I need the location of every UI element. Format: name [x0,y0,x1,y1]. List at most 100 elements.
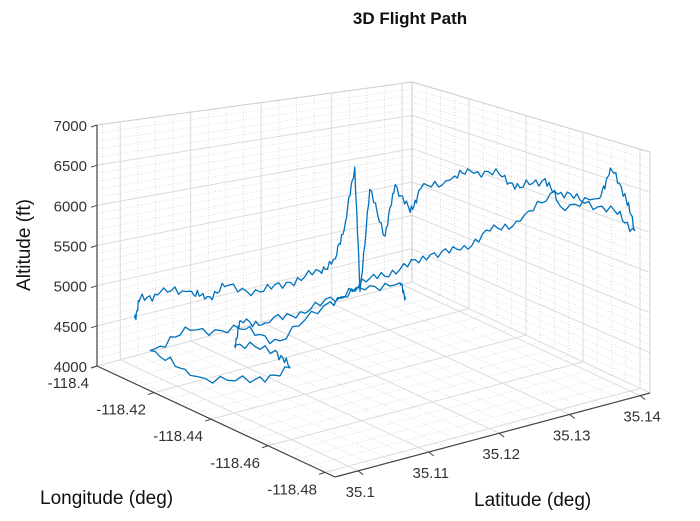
major-grid-line [96,214,413,287]
minor-grid-line [96,94,413,142]
minor-grid-line [411,194,651,289]
minor-grid-line [96,241,413,319]
z-tick-mark [90,164,98,168]
minor-grid-line [96,141,413,198]
z-tick-label: 5500 [54,239,87,256]
z-tick-mark [90,124,98,128]
top-edge [411,81,651,153]
y-tick-mark [428,451,435,457]
z-tick-mark [90,325,98,329]
major-grid-line [324,387,641,473]
major-grid-line [411,114,651,193]
minor-grid-line [96,128,413,182]
major-grid-line [331,302,570,415]
major-grid-line [267,361,584,447]
minor-grid-line [411,234,651,338]
major-grid-line [260,321,500,434]
major-grid-line [411,281,651,394]
z-tick-mark [90,204,98,208]
z-tick-label: 4500 [54,319,87,336]
z-tick-label: 7000 [54,118,87,135]
minor-grid-line [96,88,413,134]
x-tick-mark [261,445,269,449]
major-grid-line [153,308,470,394]
x-axis-line [96,365,336,478]
chart-title: 3D Flight Path [353,9,467,28]
plot-area [133,166,636,384]
y-axis-line [334,392,651,478]
minor-grid-line [253,354,569,440]
minor-grid-line [411,274,651,386]
minor-grid-line [411,268,651,378]
x-tick-mark [204,418,212,422]
major-grid-line [96,181,413,246]
x-tick-label: -118.4 [48,375,89,392]
minor-grid-line [196,328,512,413]
minor-grid-line [411,101,651,177]
minor-grid-line [411,174,651,265]
x-tick-label: -118.44 [153,428,203,445]
y-tick-mark [357,470,364,476]
y-tick-label: 35.1 [346,484,375,501]
major-grid-line [411,248,651,354]
minor-grid-line [139,301,455,387]
y-tick-mark [498,432,505,438]
x-tick-label: -118.46 [210,455,260,472]
x-axis-label: Longitude (deg) [40,488,173,509]
minor-grid-line [96,134,413,190]
minor-grid-line [96,108,413,158]
y-tick-label: 35.11 [413,465,449,482]
minor-grid-line [411,128,651,209]
z-tick-mark [90,285,98,289]
minor-grid-line [168,314,484,400]
minor-grid-line [411,161,651,249]
minor-grid-line [96,221,413,295]
x-tick-label: -118.48 [267,481,317,498]
major-grid-line [210,334,527,420]
axes [90,124,651,478]
top-edge [96,81,413,126]
z-tick-label: 6500 [54,158,87,175]
minor-grid-line [96,154,413,214]
minor-grid-line [125,294,441,380]
minor-grid-line [96,268,413,351]
minor-grid-line [111,288,427,374]
y-axis-label: Latitude (deg) [474,490,591,511]
minor-grid-line [411,228,651,330]
minor-grid-line [96,161,413,222]
minor-grid-line [239,348,555,433]
minor-grid-line [411,88,651,161]
y-tick-label: 35.14 [623,409,661,426]
minor-grid-line [411,134,651,217]
minor-grid-line [411,261,651,370]
y-tick-mark [569,414,575,419]
major-grid-line [411,148,651,233]
minor-grid-line [282,368,598,453]
z-axis-label: Altitude (ft) [14,199,35,291]
minor-grid-line [411,141,651,225]
major-grid-line [411,214,651,314]
minor-grid-line [225,341,541,427]
flight-path-line [133,166,636,384]
grid-lines [96,81,651,476]
minor-grid-line [310,381,626,467]
x-tick-label: -118.42 [96,402,146,419]
minor-grid-line [96,174,413,238]
minor-grid-line [411,221,651,322]
minor-grid-line [96,261,413,343]
minor-grid-line [296,374,612,460]
z-tick-mark [90,245,98,248]
minor-grid-line [411,241,651,346]
major-grid-line [401,284,641,397]
minor-grid-line [411,188,651,281]
minor-grid-line [411,208,651,306]
minor-grid-line [96,101,413,150]
major-grid-line [190,340,429,453]
major-grid-line [411,181,651,273]
minor-grid-line [411,94,651,169]
y-tick-mark [639,395,646,401]
minor-grid-line [411,168,651,257]
minor-grid-line [411,201,651,297]
minor-grid-line [96,168,413,230]
